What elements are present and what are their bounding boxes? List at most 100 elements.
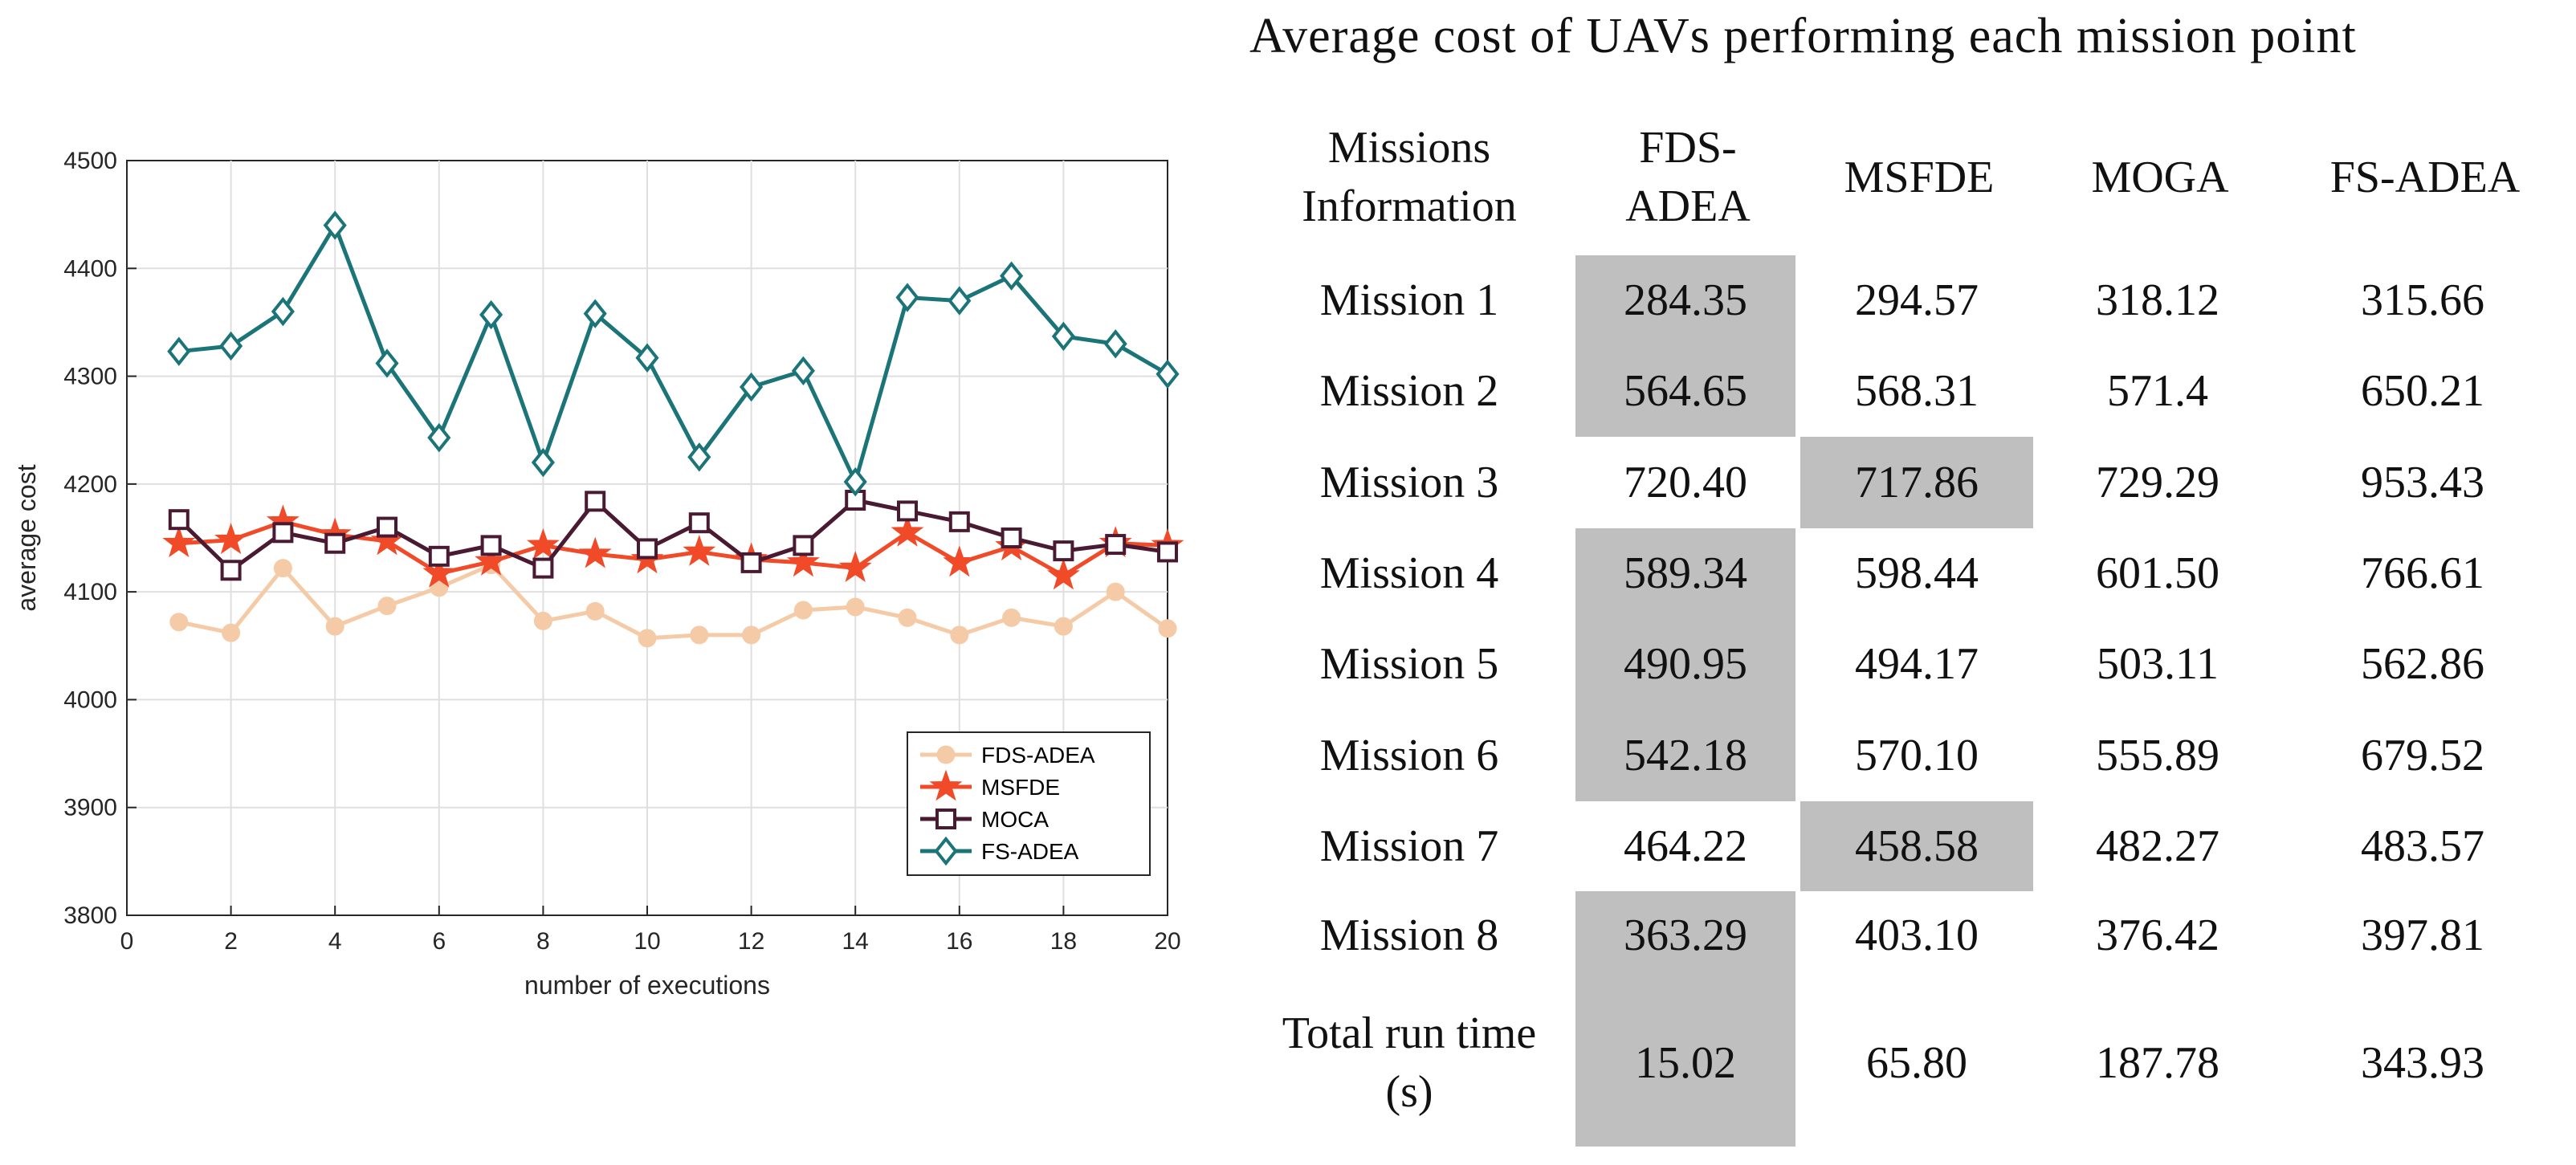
x-tick-label: 20	[1154, 928, 1180, 955]
grid	[127, 161, 1168, 915]
table-cell: 464.22	[1624, 821, 1747, 871]
row-label: Mission 7	[1319, 821, 1499, 871]
data-point	[934, 836, 958, 866]
x-tick-label: 12	[738, 928, 764, 955]
x-tick-label: 18	[1050, 928, 1077, 955]
header-cell: MSFDE	[1844, 152, 1995, 202]
data-point	[843, 466, 867, 497]
data-point	[897, 500, 918, 522]
table-cell: 598.44	[1855, 548, 1979, 598]
x-tick-label: 14	[842, 928, 869, 955]
series-fds-adea	[169, 556, 1177, 648]
data-point	[793, 535, 814, 556]
row-label: Mission 4	[1319, 548, 1499, 598]
data-point	[272, 522, 294, 544]
y-axis-label: average cost	[12, 464, 41, 611]
legend-item: MSFDE	[920, 769, 1060, 801]
data-point	[583, 299, 607, 328]
table-cell: 403.10	[1855, 910, 1979, 960]
data-point	[1157, 541, 1178, 563]
table-cell: 482.27	[2096, 821, 2219, 871]
data-point	[740, 372, 764, 402]
data-point	[891, 515, 924, 547]
data-point	[1053, 540, 1074, 562]
header-cell: FDS- ADEA	[1625, 123, 1751, 231]
best-value-highlight	[1800, 801, 2033, 891]
data-point	[895, 283, 919, 312]
x-tick-label: 8	[536, 928, 550, 955]
data-point	[687, 442, 711, 472]
legend-item: MOCA	[920, 807, 1049, 832]
table-cell: 294.57	[1855, 275, 1979, 325]
table-cell: 766.61	[2361, 548, 2484, 598]
legend-label: FS-ADEA	[981, 839, 1079, 864]
axis-ticks: 0 2 4 6 8 10 12 14 16 18 20 3800 3900 4000 4100 4200 430…	[63, 148, 1180, 955]
table-cell: 679.52	[2361, 730, 2484, 780]
data-point	[169, 613, 189, 632]
table-cell: 376.42	[2096, 910, 2219, 960]
data-point	[1106, 582, 1125, 601]
table-cell: 65.80	[1866, 1037, 1967, 1088]
data-point	[1046, 558, 1080, 590]
table-cell: 568.31	[1855, 365, 1979, 416]
data-point	[480, 535, 502, 556]
table-cell: 494.17	[1855, 638, 1979, 689]
x-tick-label: 0	[120, 928, 134, 955]
x-axis-label: number of executions	[524, 971, 770, 1000]
y-tick-label: 4500	[63, 148, 117, 174]
data-point	[370, 523, 404, 556]
table-cell: 729.29	[2096, 457, 2219, 507]
best-value-highlight	[1575, 255, 1795, 437]
table-title: Average cost of UAVs performing each mis…	[1249, 9, 2357, 63]
table-cell: 542.18	[1624, 730, 1747, 780]
data-point	[168, 509, 190, 531]
table-cell: 483.57	[2361, 821, 2484, 871]
table-cell: 601.50	[2096, 548, 2219, 598]
data-point	[948, 286, 972, 316]
data-point	[271, 296, 295, 327]
series-group	[162, 210, 1184, 648]
data-point	[1158, 619, 1177, 638]
data-point	[793, 601, 813, 620]
table-cell: 720.40	[1624, 457, 1747, 507]
table-cell: 564.65	[1624, 365, 1747, 416]
data-point	[323, 210, 347, 240]
table-cell: 15.02	[1635, 1037, 1736, 1088]
series-line	[178, 220, 1169, 488]
data-point	[943, 545, 976, 577]
table-cell: 458.58	[1855, 821, 1979, 871]
x-tick-label: 16	[946, 928, 972, 955]
data-point	[1103, 329, 1127, 359]
data-point	[637, 538, 658, 560]
data-point	[526, 528, 560, 560]
table-cell: 397.81	[2361, 910, 2484, 960]
table-cell: 571.4	[2107, 365, 2208, 416]
series-fs-adea	[167, 210, 1180, 497]
table-cell: 363.29	[1624, 910, 1747, 960]
data-point	[740, 552, 762, 573]
data-point	[532, 557, 554, 579]
line-chart: 0 2 4 6 8 10 12 14 16 18 20 3800 3900 4000 4100 4200 430…	[12, 148, 1184, 1000]
data-point	[578, 536, 612, 568]
table-cell: 650.21	[2361, 365, 2484, 416]
table-cell: 490.95	[1624, 638, 1747, 689]
data-point	[422, 556, 456, 588]
table-cell: 562.86	[2361, 638, 2484, 689]
y-tick-label: 4200	[63, 471, 117, 498]
row-label: Mission 2	[1319, 365, 1499, 416]
row-label: Mission 6	[1319, 730, 1499, 780]
data-point	[638, 629, 657, 648]
data-point	[898, 608, 917, 627]
header-cell: FS-ADEA	[2329, 152, 2521, 202]
table-cell: 953.43	[2361, 457, 2484, 507]
y-tick-label: 4300	[63, 364, 117, 390]
data-point	[324, 532, 346, 554]
legend-label: MOCA	[981, 807, 1049, 832]
y-tick-label: 3900	[63, 795, 117, 821]
data-point	[929, 769, 963, 801]
best-value-highlight	[1575, 891, 1795, 1147]
header-cell: MOGA	[2091, 152, 2229, 202]
data-point	[427, 422, 451, 453]
data-point	[786, 545, 820, 577]
table-cell: 503.11	[2097, 638, 2219, 689]
